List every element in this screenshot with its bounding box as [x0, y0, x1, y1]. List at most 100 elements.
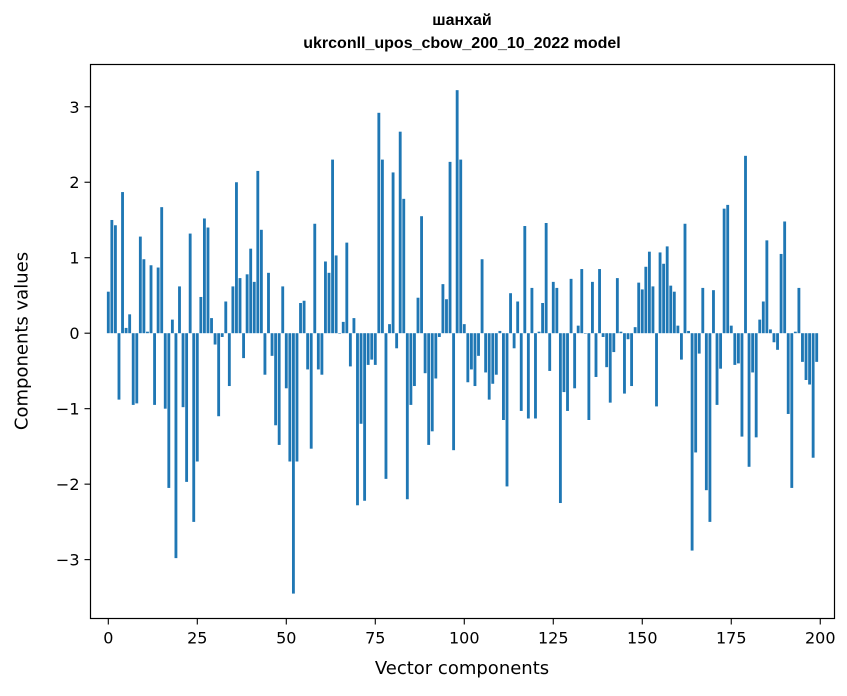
y-axis-label: Components values [11, 251, 33, 431]
bar [772, 333, 776, 343]
bar [455, 90, 459, 334]
bar [615, 278, 619, 334]
bar [719, 333, 723, 369]
bar [284, 333, 288, 389]
bar [113, 225, 117, 334]
bar [633, 327, 637, 334]
bar [733, 333, 737, 365]
bar [601, 333, 605, 337]
bar [587, 333, 591, 420]
bar [395, 333, 399, 349]
x-tick-label: 200 [805, 629, 836, 648]
bar [195, 333, 199, 462]
bar [797, 287, 801, 334]
y-tick-label: −1 [56, 400, 80, 419]
bar [380, 159, 384, 334]
bar [235, 182, 238, 334]
bar [267, 272, 270, 334]
bar [765, 240, 769, 334]
bar [170, 319, 174, 334]
bar [672, 291, 676, 334]
bar [569, 278, 573, 334]
bar [320, 333, 324, 375]
bar [452, 333, 456, 451]
y-tick-label: 2 [69, 173, 79, 192]
bar [469, 333, 473, 370]
bar [566, 333, 569, 411]
bar [202, 218, 206, 334]
bar [199, 296, 203, 334]
bar [655, 333, 658, 407]
y-tick-label: 1 [69, 249, 79, 268]
bar [768, 329, 772, 334]
bar [174, 333, 178, 559]
bar [224, 301, 228, 334]
bar [623, 333, 626, 394]
bar [526, 333, 530, 419]
bar [295, 333, 299, 462]
bar [491, 333, 495, 384]
bar [324, 261, 327, 334]
bar [487, 333, 491, 400]
x-tick-label: 150 [627, 629, 658, 648]
bar [245, 274, 249, 334]
bar [373, 333, 377, 365]
bar [662, 263, 666, 334]
x-tick-label: 175 [716, 629, 747, 648]
bar [758, 319, 762, 334]
y-tick-label: 0 [69, 324, 79, 343]
x-tick-label: 50 [276, 629, 296, 648]
bar [192, 333, 196, 522]
bar [651, 286, 655, 334]
bar [352, 318, 356, 334]
x-tick-label: 25 [187, 629, 207, 648]
bar [726, 204, 730, 334]
y-tick-label: −2 [56, 475, 80, 494]
bar [708, 333, 712, 522]
bar [505, 333, 509, 487]
bar [185, 333, 189, 482]
bar [484, 333, 488, 373]
bar [377, 112, 381, 334]
bar [630, 333, 634, 387]
bar [687, 330, 690, 334]
bar [808, 333, 812, 385]
bar [555, 287, 559, 334]
bar [619, 331, 623, 334]
bar [178, 286, 181, 334]
bar [793, 331, 797, 334]
y-tick-label: −3 [56, 551, 80, 570]
bar [388, 324, 391, 334]
bar [712, 290, 715, 334]
bar [736, 333, 740, 364]
bar [146, 331, 149, 334]
bar [783, 221, 787, 334]
bar [473, 333, 477, 387]
bar [801, 333, 804, 362]
bar [519, 333, 523, 411]
bar [288, 333, 292, 462]
y-axis-ticks: −3 −2 −1 0 1 2 3 [56, 98, 91, 570]
bar [167, 333, 171, 488]
bar [181, 333, 185, 408]
bar [331, 159, 334, 334]
bar [658, 252, 662, 334]
bar [494, 333, 498, 375]
bar [704, 333, 708, 491]
bar [391, 172, 395, 334]
bar [117, 333, 121, 400]
bar [423, 333, 427, 374]
bar [502, 333, 505, 420]
bar [156, 267, 160, 334]
bar [761, 301, 765, 334]
bar [690, 333, 694, 551]
bar [256, 170, 260, 334]
bar [370, 333, 374, 360]
bar [637, 282, 641, 334]
chart-title: шанхай [432, 12, 492, 29]
bar [334, 255, 338, 334]
bar [680, 333, 683, 360]
bar [252, 281, 256, 334]
bar [217, 333, 221, 417]
bar [430, 333, 434, 432]
